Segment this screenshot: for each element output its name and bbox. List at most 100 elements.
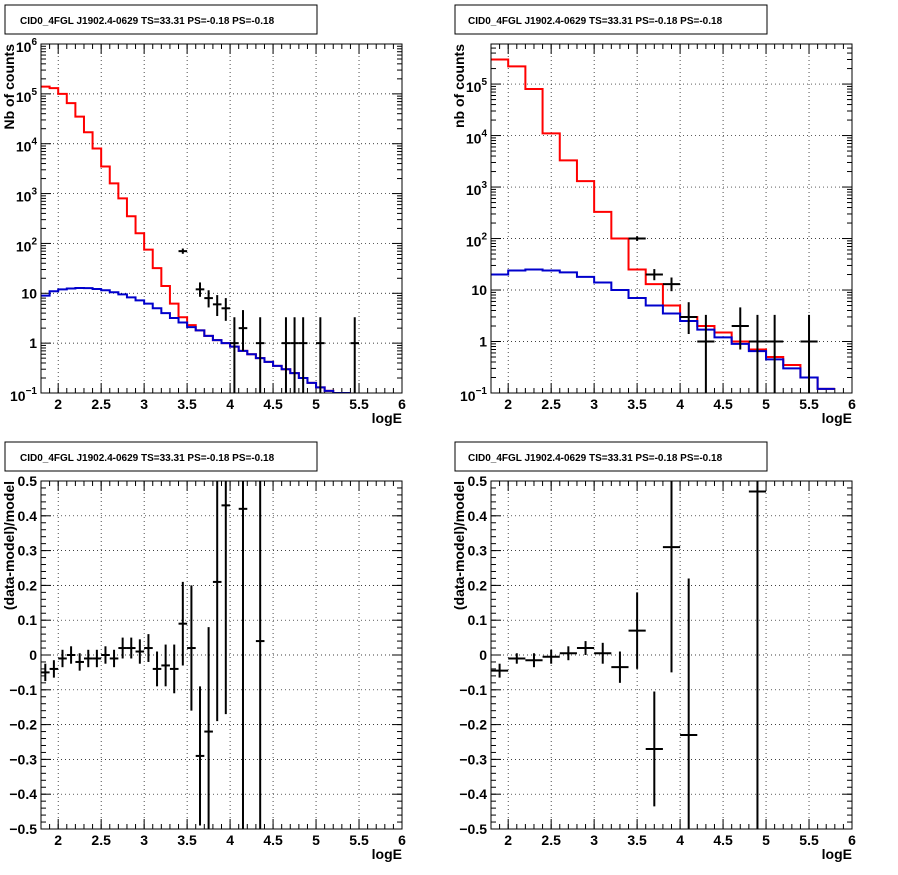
y-tick-label: 0.5 (468, 473, 488, 489)
pad-top-right: CID0_4FGL J1902.4-0629 TS=33.31 PS=-0.18… (454, 4, 768, 35)
x-tick-label: 6 (848, 832, 856, 848)
x-axis-title: logE (372, 410, 402, 426)
plot-frame (490, 480, 853, 830)
x-tick-label: 5.5 (349, 832, 369, 848)
y-tick-label: 0.5 (18, 473, 38, 489)
x-tick-label: 4.5 (713, 396, 733, 412)
y-tick-label: −0.1 (9, 682, 37, 698)
y-tick-label: −0.4 (9, 786, 37, 802)
y-tick-label: 102 (16, 236, 38, 254)
x-tick-label: 5.5 (799, 396, 819, 412)
y-tick-label: 10 (471, 282, 487, 298)
pad-bottom-right: CID0_4FGL J1902.4-0629 TS=33.31 PS=-0.18… (454, 441, 768, 472)
title-box (454, 4, 768, 35)
y-tick-label: 0 (29, 647, 37, 663)
x-tick-label: 5.5 (349, 396, 369, 412)
x-tick-label: 2 (504, 832, 512, 848)
y-tick-label: 1 (29, 335, 37, 351)
x-tick-label: 2 (54, 396, 62, 412)
x-tick-label: 4.5 (263, 396, 283, 412)
y-tick-label: −0.5 (459, 821, 487, 837)
y-tick-label: 104 (466, 129, 488, 147)
x-tick-label: 6 (398, 396, 406, 412)
x-tick-label: 4 (676, 832, 684, 848)
plot-area (491, 44, 852, 393)
y-tick-label: 0.3 (468, 543, 488, 559)
y-tick-label: 106 (16, 37, 38, 55)
x-tick-label: 5.5 (799, 832, 819, 848)
y-tick-label: 104 (16, 137, 38, 155)
y-tick-label: −0.4 (459, 786, 487, 802)
y-tick-label: 103 (16, 187, 38, 205)
plot-frame (40, 43, 403, 394)
y-tick-label: −0.3 (459, 751, 487, 767)
x-tick-label: 5 (312, 832, 320, 848)
y-axis-title: (data-model)/model (1, 481, 17, 610)
x-tick-label: 4 (226, 396, 234, 412)
plot-frame (40, 480, 403, 830)
x-tick-label: 4.5 (263, 832, 283, 848)
y-tick-label: 0.2 (468, 577, 488, 593)
title-box (4, 441, 318, 472)
x-tick-label: 2.5 (91, 396, 111, 412)
y-tick-label: 105 (466, 77, 488, 95)
x-tick-label: 2.5 (541, 832, 561, 848)
x-tick-label: 4 (676, 396, 684, 412)
y-tick-label: 1 (479, 334, 487, 350)
chart-title: CID0_4FGL J1902.4-0629 TS=33.31 PS=-0.18… (20, 16, 275, 27)
y-tick-label: 10−1 (10, 386, 37, 404)
y-tick-label: 103 (466, 180, 488, 198)
x-tick-label: 2.5 (541, 396, 561, 412)
x-tick-label: 3 (140, 396, 148, 412)
pad-top-left: CID0_4FGL J1902.4-0629 TS=33.31 PS=-0.18… (4, 4, 318, 35)
x-tick-label: 3 (590, 396, 598, 412)
plot-bottom-left: 2 2.5 3 3.5 4 4.5 5 5.5 6 −0.5 −0.4 −0.3 −0.2 −0.1 0 0.… (1, 473, 406, 862)
x-tick-label: 6 (848, 396, 856, 412)
y-axis-title: nb of counts (451, 44, 467, 128)
x-tick-label: 2.5 (91, 832, 111, 848)
y-tick-label: 10 (21, 285, 37, 301)
x-tick-label: 4.5 (713, 832, 733, 848)
y-tick-label: 0.1 (468, 612, 488, 628)
y-tick-label: 0.4 (468, 508, 488, 524)
x-tick-label: 2 (504, 396, 512, 412)
x-tick-label: 3.5 (177, 832, 197, 848)
chart-title: CID0_4FGL J1902.4-0629 TS=33.31 PS=-0.18… (468, 453, 723, 464)
x-axis-title: logE (372, 846, 402, 862)
y-axis-title: (data-model)/model (451, 481, 467, 610)
y-tick-label: −0.3 (9, 751, 37, 767)
y-tick-label: 0.4 (18, 508, 38, 524)
y-tick-label: 105 (16, 87, 38, 105)
x-tick-label: 3.5 (177, 396, 197, 412)
y-tick-label: 0.3 (18, 543, 38, 559)
title-box (454, 441, 768, 472)
series-model-background-line (41, 286, 351, 393)
y-tick-label: −0.2 (9, 717, 37, 733)
x-tick-label: 3 (590, 832, 598, 848)
y-axis-title: Nb of counts (1, 44, 17, 130)
x-tick-label: 5 (312, 396, 320, 412)
x-tick-label: 6 (398, 832, 406, 848)
x-tick-label: 3 (140, 832, 148, 848)
y-tick-label: 0.1 (18, 612, 38, 628)
plot-top-right: 2 2.5 3 3.5 4 4.5 5 5.5 6 10−1 1 10 102 103 104 105 logE… (451, 43, 856, 426)
x-tick-label: 3.5 (627, 396, 647, 412)
y-tick-label: −0.2 (459, 717, 487, 733)
plot-area (41, 44, 402, 393)
plot-frame (490, 43, 853, 394)
x-axis-title: logE (822, 846, 852, 862)
x-tick-label: 5 (762, 396, 770, 412)
y-tick-label: −0.5 (9, 821, 37, 837)
x-axis-title: logE (822, 410, 852, 426)
chart-title: CID0_4FGL J1902.4-0629 TS=33.31 PS=-0.18… (468, 16, 723, 27)
title-box (4, 4, 318, 35)
x-tick-label: 2 (54, 832, 62, 848)
y-tick-label: 10−1 (460, 386, 487, 404)
pad-bottom-left: CID0_4FGL J1902.4-0629 TS=33.31 PS=-0.18… (4, 441, 318, 472)
x-tick-label: 5 (762, 832, 770, 848)
chart-title: CID0_4FGL J1902.4-0629 TS=33.31 PS=-0.18… (20, 453, 275, 464)
plot-top-left: 2 2.5 3 3.5 4 4.5 5 5.5 6 10−1 1 10 102 103 104 105 106 l… (1, 37, 406, 426)
plot-bottom-right: 2 2.5 3 3.5 4 4.5 5 5.5 6 −0.5 −0.4 −0.3 −0.2 −0.1 0 0.… (451, 473, 856, 862)
y-tick-label: 102 (466, 232, 488, 250)
